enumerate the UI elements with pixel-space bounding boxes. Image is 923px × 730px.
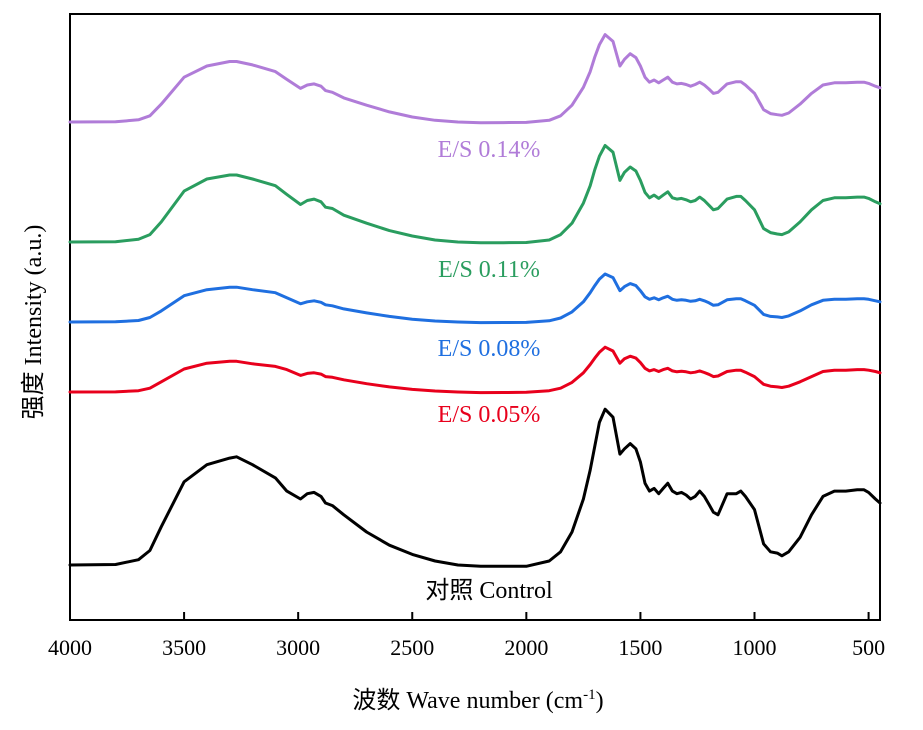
series-label-es-0-14: E/S 0.14% (438, 137, 541, 163)
series-line-es-0-05 (68, 345, 882, 395)
series-label-es-0-11: E/S 0.11% (438, 257, 540, 283)
series-layer (68, 33, 882, 568)
series-line-es-0-14 (68, 33, 882, 125)
x-axis-label-superscript: -1 (583, 687, 596, 703)
series-label-control: 对照 Control (425, 577, 553, 604)
x-tick-label-3500: 3500 (162, 635, 206, 660)
plot-area-frame (69, 13, 881, 621)
series-line-es-0-11 (68, 144, 882, 245)
x-axis-label-suffix: ) (596, 688, 604, 714)
x-axis-label: 波数 Wave number (cm-1) (352, 687, 603, 714)
series-line-control (68, 407, 882, 568)
x-tick-label-1500: 1500 (618, 635, 662, 660)
y-axis-label: 强度 Intensity (a.u.) (20, 225, 47, 420)
series-label-es-0-08: E/S 0.08% (438, 336, 541, 362)
x-tick-label-1000: 1000 (733, 635, 777, 660)
series-line-es-0-08 (68, 272, 882, 325)
series-label-es-0-05: E/S 0.05% (438, 402, 541, 428)
x-tick-label-2000: 2000 (504, 635, 548, 660)
x-tick-label-2500: 2500 (390, 635, 434, 660)
x-tick-layer: 4000 3500 3000 2500 2000 1500 1000 500 (48, 612, 885, 660)
series-label-layer: 对照 Control E/S 0.05% E/S 0.08% E/S 0.11% E/S… (425, 137, 553, 604)
x-tick-label-500: 500 (852, 635, 885, 660)
x-tick-label-3000: 3000 (276, 635, 320, 660)
x-tick-label-4000: 4000 (48, 635, 92, 660)
